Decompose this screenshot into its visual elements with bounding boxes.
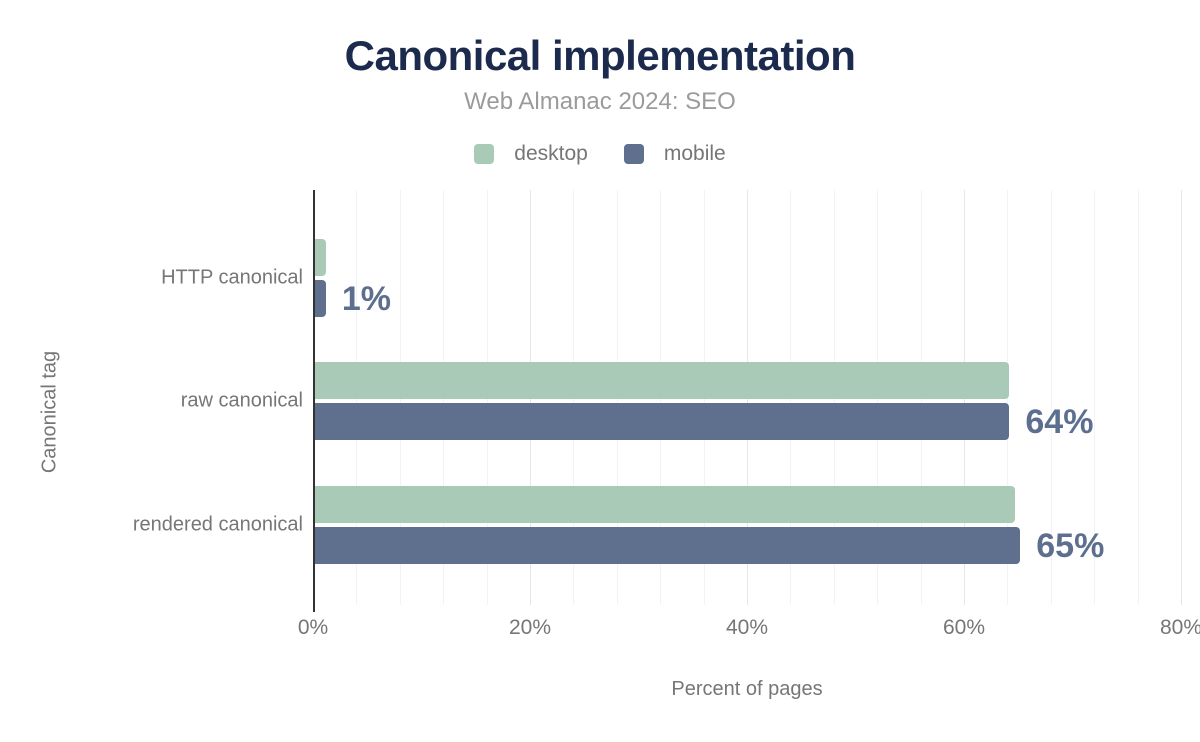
bar-desktop-rendered-canonical (315, 486, 1015, 523)
legend-item-desktop: desktop (474, 142, 588, 166)
minor-gridline-76 (1137, 190, 1139, 605)
bar-mobile-raw-canonical (315, 403, 1010, 440)
category-label-raw-canonical: raw canonical (180, 389, 303, 412)
x-tick-0: 0% (297, 616, 329, 639)
value-label-raw-canonical: 64% (1025, 402, 1094, 441)
major-gridline-80 (1181, 190, 1182, 605)
chart-title: Canonical implementation (344, 32, 856, 79)
x-axis-title: Percent of pages (671, 678, 823, 700)
legend: desktop mobile (0, 142, 1200, 166)
value-label-http-canonical: 1% (341, 279, 391, 318)
minor-gridline-72 (1094, 190, 1096, 605)
category-axis: HTTP canonical raw canonical rendered cano… (0, 190, 303, 605)
bar-desktop-http-canonical (315, 239, 326, 276)
x-tick-80: 80% (1159, 616, 1200, 639)
bar-desktop-raw-canonical (315, 362, 1010, 399)
category-label-http-canonical: HTTP canonical (161, 266, 303, 289)
legend-swatch-desktop (474, 144, 495, 164)
bar-mobile-http-canonical (315, 280, 326, 317)
legend-item-mobile: mobile (623, 142, 726, 166)
category-label-rendered-canonical: rendered canonical (132, 513, 303, 536)
plot-area: 1% 64% 65% (313, 190, 1182, 612)
legend-swatch-mobile (623, 144, 644, 164)
x-tick-40: 40% (725, 616, 769, 639)
minor-gridline-68 (1050, 190, 1052, 605)
legend-label-mobile: mobile (663, 142, 726, 165)
x-tick-60: 60% (942, 616, 986, 639)
y-axis-line (313, 190, 315, 612)
x-axis-ticks: 0% 20% 40% 60% 80% (298, 616, 1200, 646)
value-label-rendered-canonical: 65% (1036, 526, 1105, 565)
legend-label-desktop: desktop (514, 142, 588, 165)
x-tick-20: 20% (508, 616, 552, 639)
chart-subtitle: Web Almanac 2024: SEO (464, 88, 736, 115)
bar-mobile-rendered-canonical (315, 527, 1021, 564)
